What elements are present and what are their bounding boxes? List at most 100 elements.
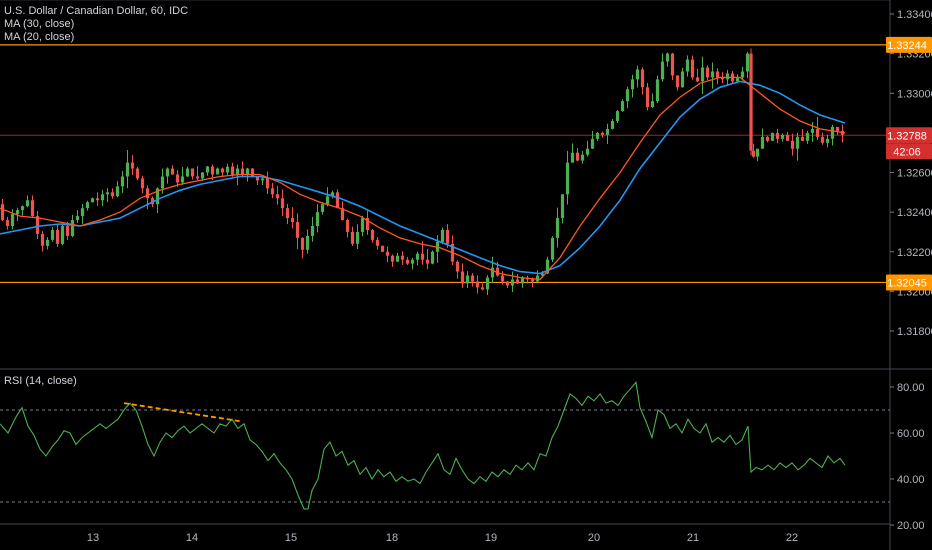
candle-bull	[580, 154, 585, 161]
candle-bull	[615, 111, 620, 121]
candle-bear	[350, 231, 355, 244]
candle-bull	[520, 277, 525, 284]
candle-bull	[510, 279, 515, 286]
candle-bear	[400, 255, 405, 260]
candle-bull	[685, 59, 690, 72]
resistance-price-tag: 1.33244	[887, 40, 927, 52]
rsi-axis[interactable]: 80.00 60.00 40.00 20.00	[890, 382, 925, 532]
rsi-line	[0, 381, 846, 510]
candle-bear	[345, 220, 350, 232]
candle-bull	[655, 79, 660, 102]
legend-rsi[interactable]: RSI (14, close)	[4, 375, 77, 387]
candle-bear	[295, 222, 300, 238]
candle-bear	[751, 150, 756, 157]
candle-bull	[465, 275, 470, 284]
candle-bear	[405, 259, 410, 264]
candle-bear	[455, 261, 460, 272]
candle-bull	[75, 216, 80, 221]
legend-ma30[interactable]: MA (30, close)	[4, 18, 75, 30]
legend-ma20[interactable]: MA (20, close)	[4, 31, 75, 43]
candle-bull	[555, 218, 560, 238]
time-tick-label: 13	[87, 532, 99, 544]
resistance-price-tag-bg	[886, 36, 932, 53]
candle-bull	[725, 73, 730, 80]
candle-bear	[110, 192, 115, 197]
time-tick-label: 22	[786, 532, 798, 544]
candle-bull	[330, 192, 335, 197]
candle-bull	[315, 212, 320, 226]
candle-bull	[430, 251, 435, 264]
time-tick-label: 14	[186, 532, 198, 544]
candle-bear	[800, 136, 805, 141]
candle-bull	[160, 176, 165, 189]
candle-bear	[575, 152, 580, 161]
candle-bear	[420, 253, 425, 260]
candle-bear	[280, 198, 285, 209]
support-price-tag: 1.32045	[887, 277, 927, 289]
candle-bull	[155, 188, 160, 205]
candle-bear	[790, 140, 795, 149]
rsi-pane[interactable]	[0, 381, 890, 510]
candle-bull	[680, 71, 685, 88]
candle-bull	[710, 71, 715, 78]
candle-bear	[140, 178, 145, 189]
candle-bull	[745, 53, 750, 72]
support-price-tag-bg	[886, 274, 932, 291]
candle-bull	[180, 176, 185, 183]
candle-bull	[260, 178, 265, 181]
candle-bull	[590, 138, 595, 149]
candle-bull	[410, 259, 415, 264]
candle-bear	[5, 220, 10, 226]
candle-bull	[565, 162, 570, 195]
price-pane[interactable]	[0, 44, 890, 296]
candle-bull	[635, 69, 640, 80]
candle-bear	[0, 204, 5, 221]
candle-bull	[205, 166, 210, 173]
candle-bear	[425, 259, 430, 264]
candle-bull	[605, 128, 610, 135]
candle-bull	[795, 136, 800, 149]
candle-bull	[780, 134, 785, 139]
candle-bear	[445, 229, 450, 244]
candle-bull	[740, 71, 745, 78]
candle-bull	[625, 89, 630, 102]
price-tick-label: 1.32600	[897, 168, 932, 180]
candle-bear	[190, 168, 195, 177]
candle-bull	[70, 220, 75, 236]
candle-bear	[175, 174, 180, 183]
candle-bull	[440, 229, 445, 242]
price-tick-label: 1.33400	[897, 9, 932, 21]
candle-bear	[35, 216, 40, 234]
candle-bull	[415, 253, 420, 260]
legend-symbol[interactable]: U.S. Dollar / Canadian Dollar, 60, IDC	[4, 5, 189, 17]
candle-bear	[690, 59, 695, 78]
candle-bear	[765, 136, 770, 141]
candle-bull	[45, 239, 50, 246]
candle-bear	[775, 132, 780, 139]
candle-bear	[705, 67, 710, 78]
price-tick-label: 1.32200	[897, 247, 932, 259]
candle-bull	[310, 225, 315, 236]
candle-bull	[660, 61, 665, 80]
candle-bear	[170, 168, 175, 175]
candle-bear	[515, 279, 520, 284]
candle-bear	[130, 162, 135, 169]
candle-bear	[270, 188, 275, 195]
candle-bull	[325, 196, 330, 205]
candle-bull	[60, 225, 65, 244]
candle-bear	[250, 168, 255, 177]
candle-bull	[610, 120, 615, 129]
time-tick-label: 19	[485, 532, 497, 544]
price-tick-label: 1.32400	[897, 207, 932, 219]
candle-bull	[620, 101, 625, 112]
candle-bull	[805, 132, 810, 141]
candle-bear	[675, 75, 680, 88]
rsi-tick-label: 60.00	[897, 428, 925, 440]
time-axis[interactable]: 13 14 15 18 19 20 21 22	[87, 532, 798, 544]
time-tick-label: 15	[285, 532, 297, 544]
rsi-tick-label: 80.00	[897, 382, 925, 394]
candle-bear	[815, 128, 820, 137]
candle-bull	[485, 277, 490, 290]
candle-bull	[535, 275, 540, 282]
